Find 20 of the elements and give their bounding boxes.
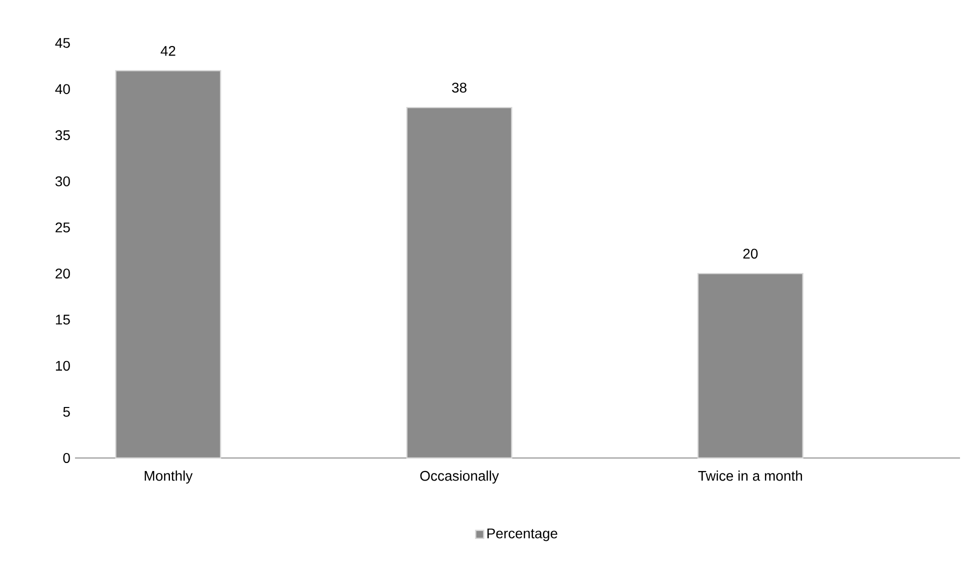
y-tick-label: 15 [56, 314, 70, 325]
y-tick-label: 40 [55, 84, 70, 94]
y-tick-label: 35 [55, 130, 70, 140]
y-tick-label: 45 [55, 38, 70, 48]
x-tick-label: Occasionally [420, 470, 499, 484]
y-tick-label: 25 [56, 222, 70, 232]
data-label: 42 [160, 46, 176, 56]
x-tick-label: Monthly [144, 470, 193, 484]
y-tick-label: 30 [55, 176, 70, 186]
y-tick-label: 20 [56, 268, 70, 279]
legend-label: Percentage [487, 528, 558, 542]
y-tick-label: 5 [63, 407, 70, 417]
bar [406, 106, 512, 459]
bar [697, 272, 804, 459]
y-tick-label: 10 [56, 360, 70, 371]
x-tick-label: Twice in a month [698, 470, 802, 481]
data-label: 20 [743, 248, 758, 259]
y-tick-label: 0 [63, 453, 70, 463]
data-label: 38 [452, 82, 466, 93]
bar [115, 70, 222, 459]
